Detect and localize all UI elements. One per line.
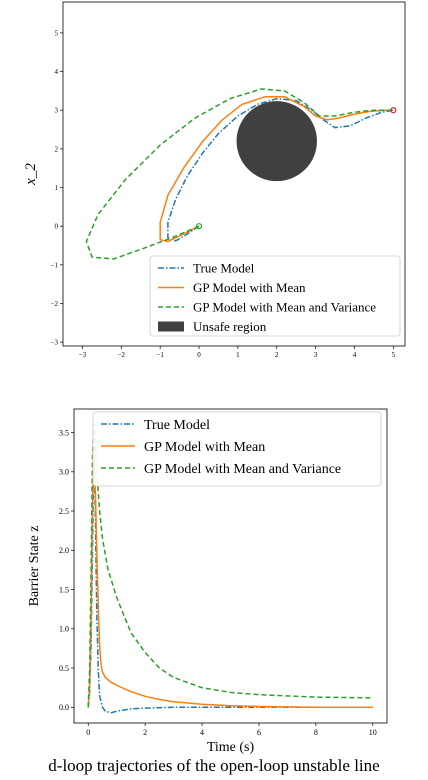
x-tick-label: 2 bbox=[275, 351, 279, 359]
x-tick-label: 2 bbox=[143, 728, 147, 737]
chart-1: −3 −2 −1 0 1 2 3 4 5 −3 −2 −1 0 1 2 3 4 5 x_2 True Model GP … bbox=[23, 1, 406, 359]
start-marker bbox=[195, 223, 203, 230]
y-tick-label: −2 bbox=[51, 300, 59, 308]
legend-box bbox=[92, 411, 382, 487]
legend-label: GP Model with Mean bbox=[144, 440, 265, 455]
x-tick-label: −2 bbox=[118, 351, 126, 359]
y-tick-label: −3 bbox=[51, 339, 59, 347]
y-tick-label: 1.0 bbox=[59, 625, 69, 634]
x-tick-label: 4 bbox=[353, 351, 357, 359]
y-tick-label: 0 bbox=[55, 223, 59, 231]
y-tick-label: 0.5 bbox=[59, 664, 69, 673]
x-tick-label: 3 bbox=[314, 351, 318, 359]
legend-swatch bbox=[158, 321, 184, 332]
x-tick-label: 8 bbox=[314, 728, 318, 737]
chart-2: 0 2 4 6 8 10 0.0 0.5 1.0 1.5 2.0 2.5 3.0 3.5 Time (s) B… bbox=[27, 408, 388, 755]
y-tick-label: 1 bbox=[55, 184, 59, 192]
y-tick-label: 4 bbox=[55, 68, 59, 76]
legend: True Model GP Model with Mean GP Model wit… bbox=[149, 255, 401, 337]
series-line-2 bbox=[159, 95, 394, 243]
y-tick-label: 3 bbox=[55, 107, 59, 115]
x-tick-label: −1 bbox=[156, 351, 164, 359]
y-tick-label: 1.5 bbox=[59, 585, 69, 594]
x-axis-label: Time (s) bbox=[207, 740, 255, 755]
legend-label: True Model bbox=[144, 418, 210, 433]
y-axis-label: Barrier State z bbox=[27, 526, 42, 607]
x-tick-label: 0 bbox=[197, 351, 201, 359]
legend-label: True Model bbox=[193, 261, 255, 276]
y-tick-label: 2 bbox=[55, 145, 59, 153]
y-tick-label: 2.5 bbox=[59, 507, 69, 516]
y-tick-label: −1 bbox=[51, 261, 59, 269]
plot-frame bbox=[62, 1, 406, 347]
x-tick-label: 4 bbox=[200, 728, 204, 737]
y-tick-label: 0.0 bbox=[59, 703, 69, 712]
x-tick-label: −3 bbox=[79, 351, 87, 359]
y-tick-label: 2.0 bbox=[59, 546, 69, 555]
series-group bbox=[85, 88, 394, 260]
y-axis-label: x_2 bbox=[23, 163, 39, 186]
unsafe-region bbox=[235, 99, 319, 183]
x-tick-label: 5 bbox=[392, 351, 396, 359]
y-tick-label: 3.0 bbox=[59, 468, 69, 477]
legend-label: GP Model with Mean bbox=[193, 280, 306, 295]
series-line-3 bbox=[85, 88, 394, 260]
x-tick-label: 10 bbox=[369, 728, 377, 737]
goal-marker bbox=[390, 107, 397, 114]
legend: True Model GP Model with Mean GP Model wit… bbox=[92, 411, 382, 487]
legend-label: Unsafe region bbox=[193, 319, 267, 334]
series-line-2 bbox=[87, 447, 373, 709]
x-tick-label: 6 bbox=[257, 728, 261, 737]
legend-label: GP Model with Mean and Variance bbox=[193, 300, 376, 315]
series-line-1 bbox=[167, 97, 394, 242]
y-tick-label: 3.5 bbox=[59, 428, 69, 437]
x-tick-label: 1 bbox=[236, 351, 240, 359]
plot-frame bbox=[73, 408, 388, 724]
legend-box bbox=[149, 255, 401, 337]
legend-label: GP Model with Mean and Variance bbox=[144, 462, 341, 477]
y-tick-label: 5 bbox=[55, 29, 59, 37]
x-tick-label: 0 bbox=[86, 728, 90, 737]
series-line-1 bbox=[87, 447, 373, 714]
figure-caption: d-loop trajectories of the open-loop uns… bbox=[48, 756, 380, 775]
